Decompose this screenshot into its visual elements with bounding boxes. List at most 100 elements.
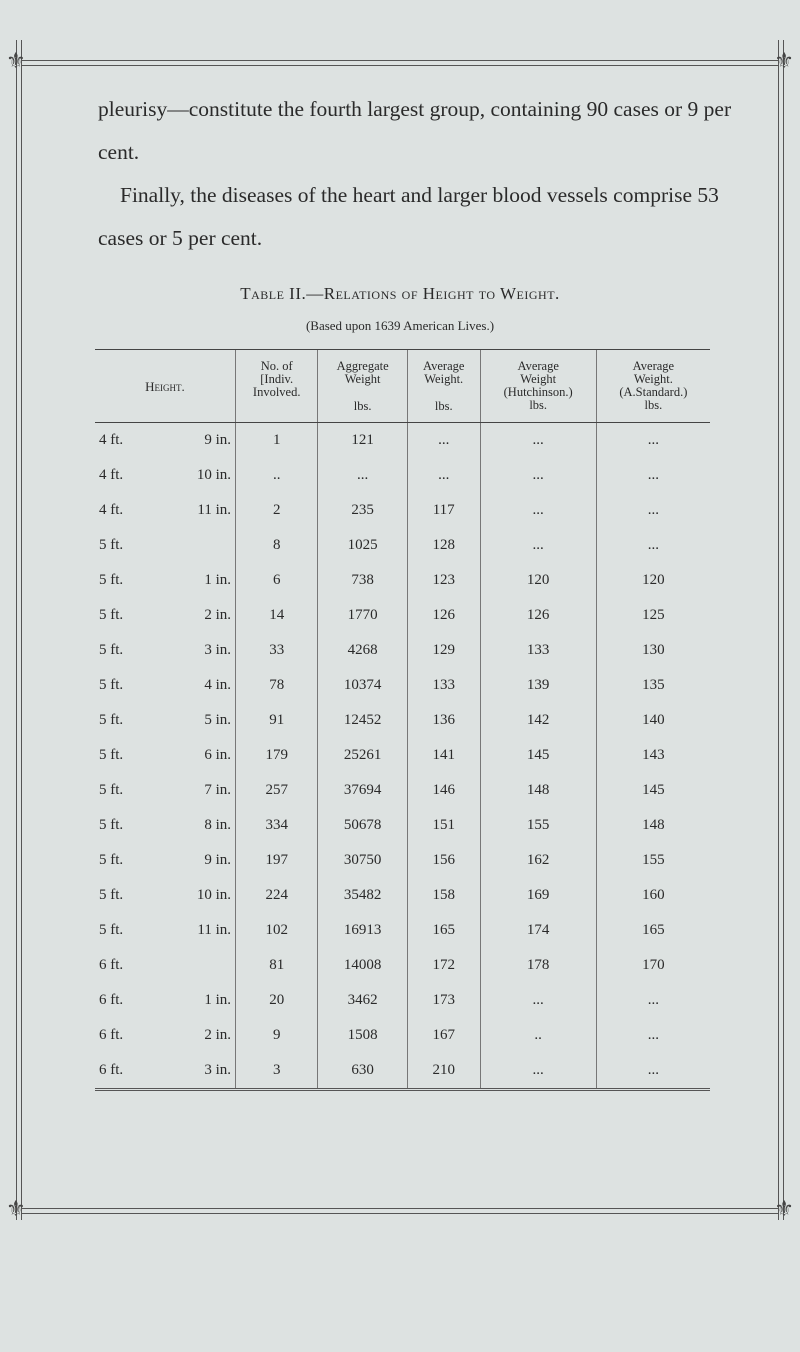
cell-height-inches: 3 in.	[204, 642, 231, 658]
header-line: Weight	[344, 372, 381, 386]
cell-average-weight: 151	[406, 808, 481, 843]
cell-hutchinson-weight: ...	[479, 528, 597, 563]
cell-height-feet: 5 ft.	[99, 817, 124, 833]
paragraph: Finally, the diseases of the heart and l…	[98, 183, 719, 250]
cell-aggregate-weight: 14008	[317, 948, 408, 983]
cell-average-weight: ...	[406, 422, 481, 458]
cell-standard-weight: 143	[595, 738, 710, 773]
header-line: [Indiv.	[260, 372, 294, 386]
cell-standard-weight: 165	[595, 913, 710, 948]
cell-individuals: 78	[234, 668, 318, 703]
table-row: 5 ft. 8 1025 128......	[95, 528, 710, 563]
cell-aggregate-weight: 10374	[317, 668, 408, 703]
table-row: 5 ft. 3 in. 33 4268 129 133 130	[95, 633, 710, 668]
cell-height-feet: 5 ft.	[99, 887, 124, 903]
header-line: lbs.	[529, 398, 548, 412]
cell-individuals: 91	[234, 703, 318, 738]
cell-height-feet: 6 ft.	[99, 957, 124, 973]
cell-average-weight: 126	[406, 598, 481, 633]
cell-height-inches: 5 in.	[204, 712, 231, 728]
cell-height-feet: 5 ft.	[99, 782, 124, 798]
cell-height-inches: 9 in.	[204, 432, 231, 448]
table-row: 6 ft. 81 14008 172 178 170	[95, 948, 710, 983]
table-row: 5 ft. 2 in. 14 1770 126 126 125	[95, 598, 710, 633]
fleur-ornament-icon: ⚜	[774, 48, 794, 73]
table-header-row: Height. No. of [Indiv. Involved. Aggregate…	[95, 349, 710, 423]
cell-hutchinson-weight: 145	[479, 738, 597, 773]
cell-standard-weight: 170	[595, 948, 710, 983]
cell-aggregate-weight: 25261	[317, 738, 408, 773]
header-height: Height.	[95, 349, 236, 423]
cell-hutchinson-weight: ..	[479, 1018, 597, 1053]
cell-height-feet: 5 ft.	[99, 607, 124, 623]
table-row: 5 ft. 4 in. 78 10374 133 139 135	[95, 668, 710, 703]
cell-aggregate-weight: 12452	[317, 703, 408, 738]
cell-average-weight: 136	[406, 703, 481, 738]
header-line: lbs.	[434, 399, 453, 413]
table-row: 5 ft. 10 in. 224 35482 158 169 160	[95, 878, 710, 913]
cell-standard-weight: 145	[595, 773, 710, 808]
cell-aggregate-weight: 35482	[317, 878, 408, 913]
table-subcaption: (Based upon 1639 American Lives.)	[305, 318, 495, 333]
cell-aggregate-weight: 121	[317, 422, 408, 458]
header-line: Aggregate	[336, 359, 389, 373]
cell-standard-weight: ...	[595, 528, 710, 563]
cell-height-feet: 6 ft.	[95, 1053, 159, 1091]
table-row: 5 ft. 8 in. 334 50678 151 155 148	[95, 808, 710, 843]
cell-individuals: 1	[234, 422, 318, 458]
header-line: Average	[423, 359, 465, 373]
cell-height-feet: 6 ft.	[99, 1027, 124, 1043]
cell-individuals: 224	[234, 878, 318, 913]
header-line: Weight.	[424, 372, 464, 386]
cell-hutchinson-weight: 169	[479, 878, 597, 913]
cell-hutchinson-weight: ...	[479, 983, 597, 1018]
cell-standard-weight: ...	[595, 1018, 710, 1053]
cell-height-inches: 3 in.	[159, 1053, 236, 1091]
cell-aggregate-weight: 37694	[317, 773, 408, 808]
cell-height-inches: 1 in.	[204, 572, 231, 588]
right-border-rule	[778, 40, 784, 1220]
cell-standard-weight: 140	[595, 703, 710, 738]
table-row: 6 ft. 2 in. 9 1508 167.....	[95, 1018, 710, 1053]
cell-average-weight: 165	[406, 913, 481, 948]
cell-height-inches: 2 in.	[204, 607, 231, 623]
cell-height-inches: 8 in.	[204, 817, 231, 833]
cell-individuals: 14	[234, 598, 318, 633]
cell-height-inches: 1 in.	[204, 992, 231, 1008]
table-row: 5 ft. 7 in. 257 37694 146 148 145	[95, 773, 710, 808]
cell-standard-weight: ...	[595, 1053, 710, 1091]
header-line: lbs.	[644, 398, 663, 412]
left-border-rule	[16, 40, 22, 1220]
cell-aggregate-weight: 630	[317, 1053, 408, 1091]
cell-average-weight: 129	[406, 633, 481, 668]
cell-hutchinson-weight: ...	[479, 422, 597, 458]
cell-hutchinson-weight: ...	[479, 493, 597, 528]
header-line: Involved.	[252, 385, 301, 399]
cell-individuals: ..	[234, 458, 318, 493]
cell-height-feet: 4 ft.	[99, 467, 124, 483]
cell-aggregate-weight: 16913	[317, 913, 408, 948]
cell-hutchinson-weight: ...	[479, 458, 597, 493]
cell-standard-weight: ...	[595, 422, 710, 458]
cell-aggregate-weight: 738	[317, 563, 408, 598]
cell-aggregate-weight: 1770	[317, 598, 408, 633]
cell-aggregate-weight: 4268	[317, 633, 408, 668]
cell-average-weight: 123	[406, 563, 481, 598]
cell-height-inches: 6 in.	[204, 747, 231, 763]
cell-standard-weight: 135	[595, 668, 710, 703]
table-row: 5 ft. 6 in. 179 25261 141 145 143	[95, 738, 710, 773]
cell-standard-weight: ...	[595, 458, 710, 493]
table-row: 5 ft. 11 in. 102 16913 165 174 165	[95, 913, 710, 948]
cell-height-feet: 6 ft.	[99, 992, 124, 1008]
fleur-ornament-icon: ⚜	[6, 48, 26, 73]
cell-height-feet: 5 ft.	[99, 677, 124, 693]
cell-average-weight: 156	[406, 843, 481, 878]
cell-average-weight: 133	[406, 668, 481, 703]
cell-height-inches: 2 in.	[204, 1027, 231, 1043]
cell-average-weight: 167	[406, 1018, 481, 1053]
cell-average-weight: 210	[406, 1053, 481, 1091]
header-line: Average	[517, 359, 559, 373]
cell-height-feet: 5 ft.	[99, 572, 124, 588]
cell-average-weight: 158	[406, 878, 481, 913]
cell-hutchinson-weight: 174	[479, 913, 597, 948]
